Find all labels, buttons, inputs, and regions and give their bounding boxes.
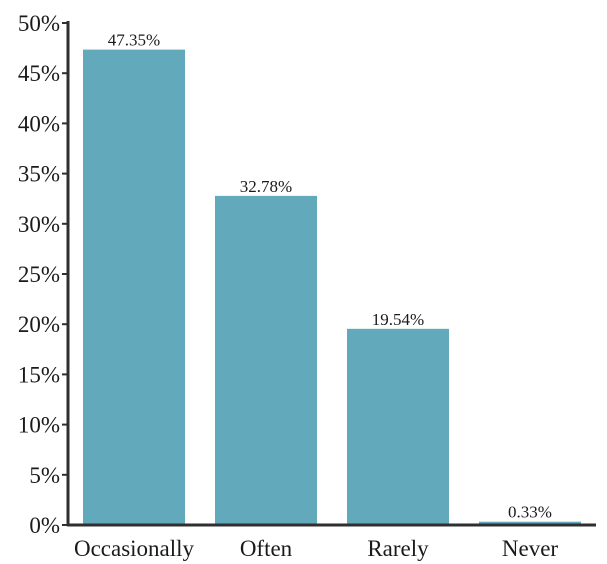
bar-never: [479, 521, 581, 525]
x-tick-label-rarely: Rarely: [367, 536, 429, 561]
y-tick-label: 25%: [18, 262, 60, 287]
y-tick-label: 15%: [18, 362, 60, 387]
x-tick-label-never: Never: [502, 536, 559, 561]
x-tick-label-occasionally: Occasionally: [74, 536, 195, 561]
data-label-rarely: 19.54%: [372, 310, 424, 329]
y-tick-label: 0%: [29, 513, 60, 538]
x-axis-labels: Occasionally Often Rarely Never: [74, 536, 558, 561]
data-labels-group: 47.35% 32.78% 19.54% 0.33%: [108, 31, 552, 522]
y-tick-label: 40%: [18, 111, 60, 136]
y-tick-label: 20%: [18, 312, 60, 337]
y-tick-label: 35%: [18, 162, 60, 187]
bar-rarely: [347, 328, 449, 525]
y-tick-label: 10%: [18, 413, 60, 438]
data-label-never: 0.33%: [508, 503, 552, 522]
bar-occasionally: [83, 49, 185, 526]
y-tick-label: 50%: [18, 11, 60, 36]
y-axis-ticks: 0% 5% 10% 15% 20% 25% 30% 35% 40% 45% 50%: [18, 11, 68, 538]
y-tick-label: 30%: [18, 212, 60, 237]
x-tick-label-often: Often: [240, 536, 293, 561]
bars-group: [83, 49, 581, 526]
y-tick-label: 45%: [18, 61, 60, 86]
bar-often: [215, 195, 317, 525]
data-label-occasionally: 47.35%: [108, 31, 160, 50]
data-label-often: 32.78%: [240, 177, 292, 196]
y-tick-label: 5%: [29, 463, 60, 488]
